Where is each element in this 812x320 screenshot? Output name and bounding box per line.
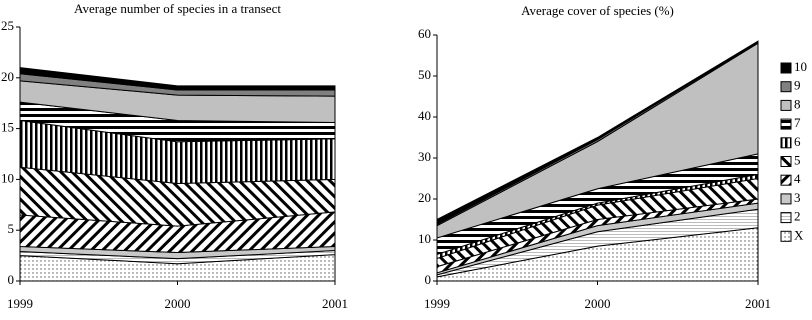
legend-swatch bbox=[780, 99, 792, 111]
y-tick-label: 50 bbox=[418, 67, 431, 82]
x-tick-label: 2001 bbox=[322, 296, 348, 311]
x-tick-label: 2001 bbox=[745, 296, 771, 311]
legend-label: 7 bbox=[794, 115, 801, 130]
legend-label: 8 bbox=[794, 96, 801, 111]
y-tick-label: 0 bbox=[8, 272, 15, 287]
legend-label: 10 bbox=[794, 59, 807, 74]
legend-swatch bbox=[780, 174, 792, 186]
legend-swatch bbox=[780, 62, 792, 74]
legend-label: 9 bbox=[794, 78, 801, 93]
y-tick-label: 5 bbox=[8, 221, 15, 236]
y-tick-label: 40 bbox=[418, 108, 431, 123]
legend-label: 3 bbox=[794, 190, 801, 205]
legend-swatch bbox=[780, 137, 792, 149]
y-tick-label: 10 bbox=[418, 231, 431, 246]
legend-swatch bbox=[780, 230, 792, 242]
legend-swatch bbox=[780, 156, 792, 167]
x-tick-label: 1999 bbox=[424, 296, 450, 311]
legend-label: 4 bbox=[794, 171, 801, 186]
y-tick-label: 20 bbox=[418, 190, 431, 205]
x-tick-label: 2000 bbox=[585, 296, 611, 311]
y-tick-label: 15 bbox=[1, 120, 14, 135]
legend-label: 2 bbox=[794, 209, 801, 224]
legend-swatch bbox=[780, 193, 792, 205]
legend-label: 5 bbox=[794, 152, 801, 167]
y-tick-label: 0 bbox=[425, 272, 432, 287]
y-tick-label: 25 bbox=[1, 18, 14, 33]
chart-title: Average cover of species (%) bbox=[521, 3, 674, 18]
y-tick-label: 30 bbox=[418, 149, 431, 164]
x-tick-label: 2000 bbox=[165, 296, 191, 311]
y-tick-label: 20 bbox=[1, 69, 14, 84]
legend-swatch bbox=[780, 81, 792, 93]
y-tick-label: 10 bbox=[1, 170, 14, 185]
legend-label: X bbox=[794, 227, 804, 242]
x-tick-label: 1999 bbox=[7, 296, 33, 311]
legend-label: 6 bbox=[794, 134, 801, 149]
legend-swatch bbox=[780, 212, 792, 224]
y-tick-label: 60 bbox=[418, 26, 431, 41]
chart-title: Average number of species in a transect bbox=[74, 1, 281, 16]
legend-swatch bbox=[780, 118, 792, 130]
